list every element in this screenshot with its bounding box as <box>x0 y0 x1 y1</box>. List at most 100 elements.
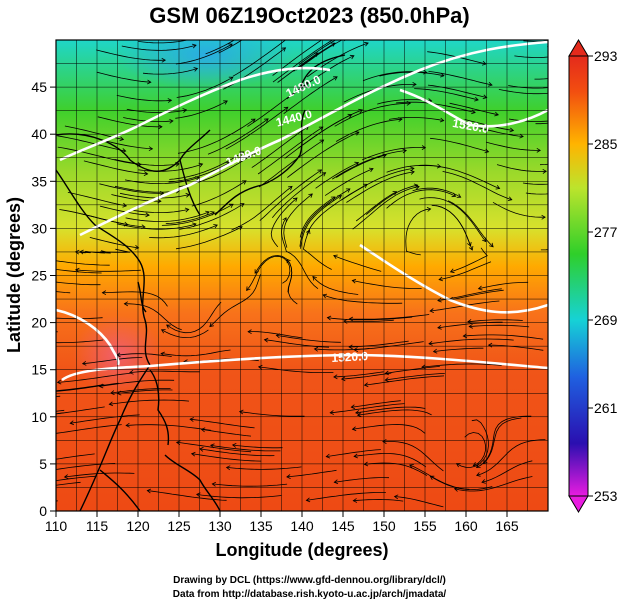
streamline <box>314 348 370 351</box>
streamline <box>82 357 143 365</box>
streamline <box>525 192 548 195</box>
streamline <box>175 226 243 250</box>
streamline <box>121 44 197 51</box>
streamline-arrow <box>191 43 197 49</box>
streamline-arrow <box>45 258 49 262</box>
streamline-arrow <box>384 377 390 382</box>
streamline-arrow <box>228 43 233 48</box>
credit-drawing: Drawing by DCL (https://www.gfd-dennou.o… <box>173 575 446 586</box>
colorbar-tick-label: 253 <box>594 488 618 504</box>
streamline <box>89 237 139 249</box>
streamline <box>99 379 175 387</box>
colorbar-tick-label: 277 <box>594 224 618 240</box>
streamline-arrow <box>14 415 17 419</box>
streamline-arrow <box>275 333 281 339</box>
streamline <box>56 500 58 502</box>
streamline <box>226 466 302 470</box>
streamline-arrow <box>209 322 214 328</box>
colorbar: 253 261 269 277 285 293 <box>568 39 618 513</box>
streamline-arrow <box>353 453 358 459</box>
streamline-arrow <box>39 390 43 394</box>
streamline <box>75 269 141 272</box>
streamline <box>306 492 386 501</box>
streamline <box>334 477 390 483</box>
streamline-arrow <box>239 203 245 208</box>
streamline <box>109 399 190 405</box>
streamline <box>258 139 324 188</box>
streamline-arrow <box>146 488 152 494</box>
streamline <box>427 84 487 98</box>
streamline <box>209 274 261 327</box>
streamline-arrow <box>160 329 166 334</box>
streamline-arrow <box>312 275 317 281</box>
streamline <box>168 162 231 183</box>
streamline <box>409 464 470 490</box>
streamline-arrow <box>205 210 210 216</box>
streamline <box>161 329 209 339</box>
streamline <box>259 169 322 221</box>
streamline-arrow <box>541 214 546 220</box>
streamline <box>354 453 427 468</box>
streamline <box>138 163 203 172</box>
streamline-arrow <box>148 146 154 152</box>
streamline <box>431 204 471 247</box>
streamline-arrow <box>440 72 445 78</box>
streamline <box>346 171 415 203</box>
y-tick-label: 45 <box>31 79 47 95</box>
streamline-arrow <box>45 389 49 393</box>
streamline-arrow <box>481 60 487 66</box>
streamline-arrow <box>304 82 309 87</box>
streamline <box>212 483 288 487</box>
streamline-arrow <box>317 169 323 174</box>
colorbar-lower-arrow <box>568 495 589 513</box>
streamline <box>287 131 360 178</box>
streamline <box>247 82 309 127</box>
streamline <box>469 324 530 328</box>
streamline-arrow <box>322 293 328 299</box>
streamline-arrow <box>349 54 355 60</box>
streamline <box>385 373 445 381</box>
streamline-arrow <box>481 479 486 484</box>
streamline-arrow <box>125 422 130 428</box>
streamline-arrow <box>333 479 339 485</box>
streamline-arrow <box>326 315 332 321</box>
streamline-arrow <box>352 498 358 503</box>
streamline-arrow <box>468 245 474 251</box>
streamline <box>333 371 384 378</box>
streamline-arrow <box>161 57 166 63</box>
streamline-arrow <box>192 222 197 228</box>
streamline <box>353 499 404 502</box>
x-tick-label: 160 <box>454 518 478 534</box>
streamline <box>412 187 461 198</box>
streamline-arrow <box>20 414 24 418</box>
streamline <box>547 46 548 48</box>
streamline-arrow <box>579 32 583 36</box>
streamline-arrow <box>101 290 107 296</box>
streamline <box>246 255 291 291</box>
streamline-arrow <box>305 497 311 503</box>
streamline <box>349 314 430 320</box>
streamline <box>326 449 381 457</box>
streamline <box>176 76 233 98</box>
streamline-arrow <box>211 481 217 487</box>
streamline <box>70 414 140 424</box>
streamline <box>464 432 487 466</box>
streamline-arrow <box>184 207 190 213</box>
streamline <box>124 177 200 185</box>
x-tick-label: 130 <box>208 518 232 534</box>
streamline <box>102 291 168 307</box>
colorbar-tick-label: 285 <box>594 136 618 152</box>
x-axis-label: Longitude (degrees) <box>215 540 388 560</box>
credit-data: Data from http://database.rish.kyoto-u.a… <box>172 589 447 600</box>
streamline-arrow <box>281 47 287 52</box>
streamline-arrow <box>456 193 462 198</box>
streamline <box>349 340 409 348</box>
streamline-arrow <box>364 41 369 47</box>
streamline-arrow <box>542 168 547 174</box>
streamline-arrow <box>246 286 251 292</box>
streamline-arrow <box>439 117 445 123</box>
streamline-arrow <box>345 188 351 193</box>
streamline-arrow <box>402 148 407 154</box>
streamline-arrow <box>257 27 261 31</box>
streamline-arrow <box>145 212 150 218</box>
